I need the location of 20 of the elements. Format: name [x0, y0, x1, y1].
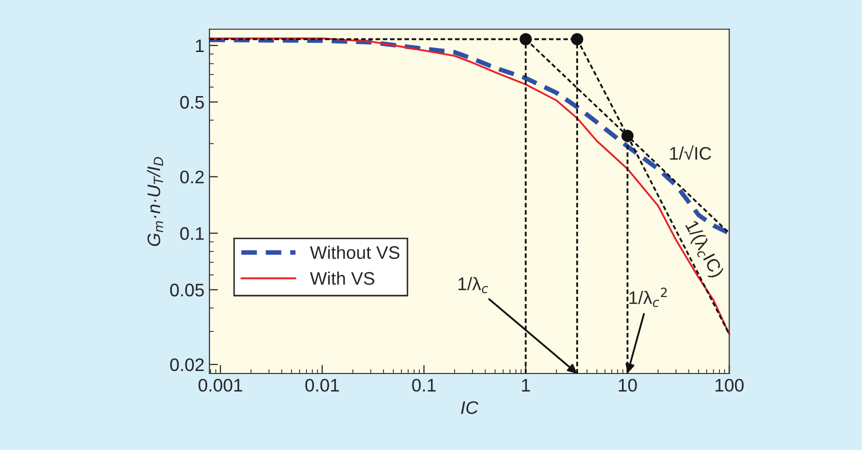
annotation: 1/(λ$_{c}$IC)	[682, 219, 725, 280]
x-axis-title: IC	[461, 401, 478, 414]
y-tick-label: 0.05	[170, 284, 204, 296]
x-tick-label: 10	[618, 378, 637, 392]
y-tick-label: 0.1	[180, 227, 204, 240]
y-tick-label: 0.5	[180, 96, 204, 109]
y-axis-title: G$_{m}$·n·U$_{T}$/I$_{D}$	[146, 157, 164, 246]
y-tick-label: 0.02	[170, 358, 204, 372]
x-tick-label: 0.1	[412, 378, 436, 392]
annotation: 1/√IC	[670, 145, 712, 160]
y-tick-label: 0.2	[180, 170, 204, 184]
x-tick-label: 100	[716, 378, 744, 392]
legend-label: Without VS	[310, 246, 400, 259]
x-tick-label: 0.001	[198, 378, 242, 392]
x-tick-label: 0.01	[305, 378, 339, 392]
annotation: 1/λ$_{c}$$^{2}$	[629, 288, 667, 308]
x-tick-label: 1	[522, 379, 530, 392]
annotation: 1/λ$_{c}$	[458, 276, 488, 294]
legend-label: With VS	[310, 272, 374, 285]
y-tick-label: 1	[196, 40, 204, 52]
